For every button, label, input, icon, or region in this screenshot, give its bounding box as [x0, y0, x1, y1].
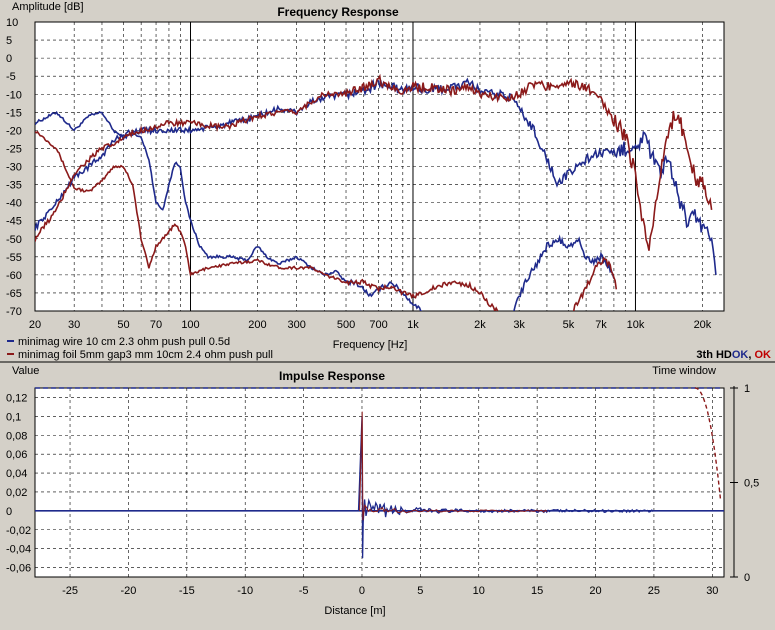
fr-y-tick-label: 10 — [6, 17, 18, 29]
fr-x-tick-label: 700 — [369, 319, 387, 331]
fr-x-tick-label: 70 — [150, 319, 162, 331]
fr-y-tick-label: -45 — [6, 216, 22, 228]
ir-x-axis-label: Distance [m] — [324, 605, 385, 617]
fr-series-line-1 — [35, 110, 423, 311]
fr-series-fragment-2 — [572, 256, 618, 311]
fr-y-tick-label: -50 — [6, 234, 22, 246]
fr-x-tick-label: 500 — [337, 319, 355, 331]
fr-y-tick-label: -10 — [6, 89, 22, 101]
fr-x-tick-label: 3k — [513, 319, 525, 331]
ir-y-tick-label: 0,1 — [6, 411, 21, 423]
impulse-response-chart: Impulse Response Value Distance [m] Time… — [6, 365, 759, 617]
fr-x-tick-label: 5k — [563, 319, 575, 331]
ir-x-tick-label: -5 — [299, 585, 309, 597]
fr-y-tick-label: -55 — [6, 252, 22, 264]
ir-y-tick-label: -0,04 — [6, 544, 31, 556]
ir-x-tick-label: -10 — [237, 585, 253, 597]
ir-y-tick-label: 0 — [6, 506, 12, 518]
fr-y-tick-label: 0 — [6, 53, 12, 65]
fr-y-tick-label: -65 — [6, 288, 22, 300]
legend-label-wire: minimag wire 10 cm 2.3 ohm push pull 0.5… — [18, 336, 230, 348]
fr-y-tick-label: -70 — [6, 306, 22, 318]
hd-status-separator: , — [748, 349, 754, 361]
fr-x-tick-label: 50 — [117, 319, 129, 331]
ir-x-tick-label: -25 — [62, 585, 78, 597]
ir-x-tick-label: 20 — [589, 585, 601, 597]
fr-x-tick-label: 2k — [474, 319, 486, 331]
fr-y-tick-label: -60 — [6, 270, 22, 282]
ir-y-tick-label: 0,12 — [6, 392, 27, 404]
hd-status-prefix: 3th HD — [696, 349, 732, 361]
legend-label-foil: minimag foil 5mm gap3 mm 10cm 2.4 ohm pu… — [18, 349, 273, 361]
fr-y-tick-label: 5 — [6, 35, 12, 47]
ir-x-tick-label: 15 — [531, 585, 543, 597]
ir-y-tick-label: -0,02 — [6, 525, 31, 537]
ir-y-tick-label: 0,08 — [6, 430, 27, 442]
fr-y-tick-label: -5 — [6, 71, 16, 83]
fr-y-tick-label: -20 — [6, 125, 22, 137]
fr-x-tick-label: 20k — [694, 319, 712, 331]
ir-x-tick-label: 25 — [648, 585, 660, 597]
ir-impulse-trace-foil — [359, 411, 548, 521]
time-window-tick-label: 0,5 — [744, 478, 759, 490]
legend-swatch-wire — [7, 340, 14, 342]
hd-status-text: 3th HDOK, OK — [696, 349, 771, 361]
fr-x-axis-label: Frequency [Hz] — [333, 339, 408, 351]
ir-x-tick-label: -15 — [179, 585, 195, 597]
fr-series-line-4 — [35, 73, 713, 251]
fr-y-tick-label: -35 — [6, 180, 22, 192]
ir-y-tick-label: 0,02 — [6, 487, 27, 499]
fr-x-tick-label: 1k — [407, 319, 419, 331]
fr-series-fragment-1 — [513, 234, 615, 311]
fr-x-tick-label: 20 — [29, 319, 41, 331]
hd-status-ok-2: OK — [755, 349, 772, 361]
ir-y-axis-label: Value — [12, 365, 39, 377]
fr-y-axis-label: Amplitude [dB] — [12, 1, 84, 13]
fr-x-tick-label: 300 — [287, 319, 305, 331]
ir-plot-area — [34, 387, 725, 578]
ir-y-tick-label: -0,06 — [6, 563, 31, 575]
ir-grid — [35, 388, 724, 577]
fr-x-tick-label: 30 — [68, 319, 80, 331]
fr-y-tick-label: -25 — [6, 143, 22, 155]
fr-x-tick-label: 200 — [248, 319, 266, 331]
fr-series-line-2 — [35, 130, 499, 311]
time-window-tick-label: 1 — [744, 383, 750, 395]
ir-x-tick-label: 0 — [359, 585, 365, 597]
ir-x-tick-label: 5 — [417, 585, 423, 597]
fr-chart-title: Frequency Response — [277, 5, 399, 19]
ir-x-tick-label: 30 — [706, 585, 718, 597]
time-window-axis-label: Time window — [652, 365, 716, 377]
fr-x-tick-label: 7k — [595, 319, 607, 331]
fr-y-tick-label: -40 — [6, 198, 22, 210]
legend-swatch-foil — [7, 353, 14, 355]
time-window-tick-label: 0 — [744, 572, 750, 584]
hd-status-indicator: 3th HDOK, OK — [696, 349, 771, 361]
frequency-response-chart: Frequency Response Amplitude [dB] Freque… — [6, 1, 725, 351]
fr-y-tick-label: -15 — [6, 107, 22, 119]
fr-series-group — [35, 73, 717, 311]
fr-x-tick-label: 100 — [181, 319, 199, 331]
ir-x-tick-label: 10 — [473, 585, 485, 597]
ir-y-tick-label: 0,06 — [6, 449, 27, 461]
ir-chart-title: Impulse Response — [279, 369, 385, 383]
ir-x-tick-label: -20 — [120, 585, 136, 597]
ir-time-window-taper — [694, 387, 722, 500]
ir-y-tick-label: 0,04 — [6, 468, 27, 480]
hd-status-ok-1: OK — [732, 349, 749, 361]
fr-y-tick-label: -30 — [6, 162, 22, 174]
fr-legend: minimag wire 10 cm 2.3 ohm push pull 0.5… — [7, 336, 273, 361]
fr-x-tick-label: 10k — [627, 319, 645, 331]
